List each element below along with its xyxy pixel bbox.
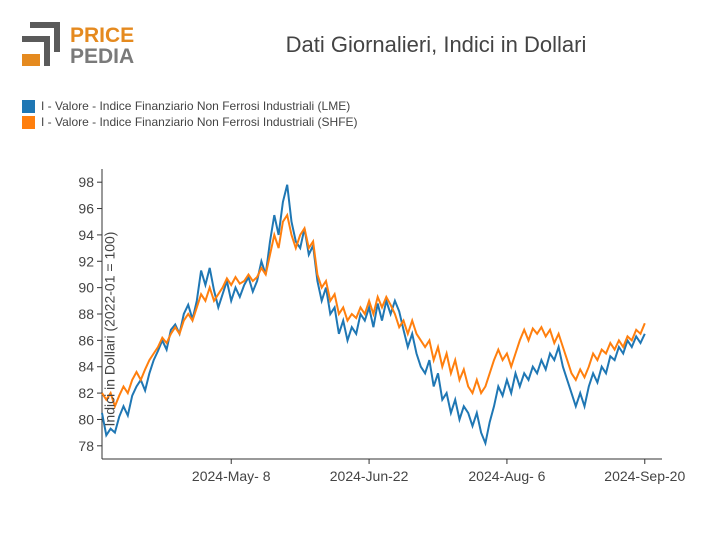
y-tick-label: 94: [78, 227, 94, 243]
y-tick-label: 98: [78, 174, 94, 190]
y-tick-label: 84: [78, 359, 94, 375]
legend-label-lme: I - Valore - Indice Finanziario Non Ferr…: [41, 99, 350, 113]
legend-item-lme: I - Valore - Indice Finanziario Non Ferr…: [22, 99, 690, 113]
header: PRICE PEDIA Dati Giornalieri, Indici in …: [22, 18, 690, 79]
y-tick-label: 88: [78, 306, 94, 322]
y-tick-label: 86: [78, 332, 94, 348]
legend-item-shfe: I - Valore - Indice Finanziario Non Ferr…: [22, 115, 690, 129]
y-tick-label: 96: [78, 201, 94, 217]
series-shfe: [102, 215, 645, 406]
y-tick-label: 90: [78, 280, 94, 296]
x-tick-label: 2024-Jun-22: [330, 468, 409, 484]
x-tick-label: 2024-Aug- 6: [468, 468, 545, 484]
chart-title: Dati Giornalieri, Indici in Dollari: [172, 18, 690, 58]
logo-word-2: PEDIA: [70, 45, 134, 68]
chart-container: PRICE PEDIA Dati Giornalieri, Indici in …: [0, 0, 712, 555]
pricepedia-logo: PRICE PEDIA: [22, 18, 172, 79]
logo-word-1: PRICE: [70, 24, 134, 47]
chart-area: Indici in Dollari (2022-01 = 100) 78 80 82…: [22, 169, 690, 489]
logo-mark: [22, 22, 60, 66]
y-tick-label: 92: [78, 253, 94, 269]
y-tick-label: 80: [78, 411, 94, 427]
legend-label-shfe: I - Valore - Indice Finanziario Non Ferr…: [41, 115, 358, 129]
plot-svg: 78 80 82 84 86 88 90 92 94 96 98 2024-May- 8 2024-Ju…: [22, 169, 690, 509]
y-tick-label: 82: [78, 385, 94, 401]
logo-svg: PRICE PEDIA: [22, 18, 172, 74]
legend-swatch-shfe: [22, 116, 35, 129]
legend-swatch-lme: [22, 100, 35, 113]
legend: I - Valore - Indice Finanziario Non Ferr…: [22, 99, 690, 129]
y-tick-label: 78: [78, 438, 94, 454]
y-axis-title: Indici in Dollari (2022-01 = 100): [101, 232, 117, 427]
x-tick-label: 2024-Sep-20: [604, 468, 685, 484]
x-tick-label: 2024-May- 8: [192, 468, 271, 484]
